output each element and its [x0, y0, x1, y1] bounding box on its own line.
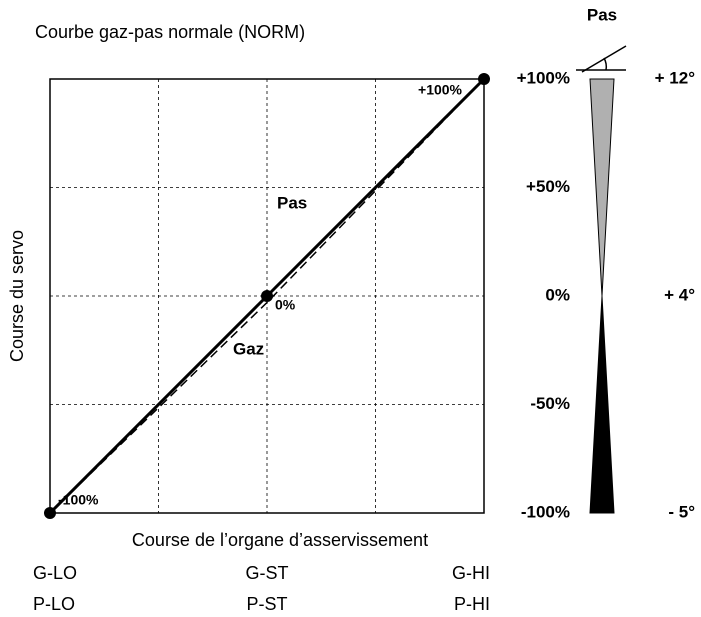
series-label: Gaz [233, 339, 264, 358]
pitch-wedge-down [589, 295, 615, 514]
chart-title: Courbe gaz-pas normale (NORM) [35, 22, 305, 42]
pitch-title: Pas [587, 5, 617, 24]
x-axis-label: Course de l’organe d’asservissement [132, 530, 428, 550]
y-tick-label: -100% [521, 502, 570, 521]
pitch-icon [576, 45, 627, 73]
data-label: -100% [58, 492, 99, 508]
series-label: Pas [277, 193, 307, 212]
y-tick-label: +50% [526, 177, 570, 196]
x-tick-label: P-ST [246, 594, 287, 614]
x-tick-label: G-HI [452, 563, 490, 583]
plot-frame [49, 78, 485, 514]
y-axis-label: Course du servo [7, 230, 27, 362]
x-tick-label: P-LO [33, 594, 75, 614]
x-tick-label: G-LO [33, 563, 77, 583]
x-tick-label: P-HI [454, 594, 490, 614]
point [261, 290, 273, 302]
x-tick-label: G-ST [246, 563, 289, 583]
pitch-tick-label: + 4° [664, 285, 695, 304]
y-tick-label: 0% [545, 285, 570, 304]
data-label: +100% [418, 82, 463, 98]
y-tick-label: -50% [530, 394, 570, 413]
y-tick-label: +100% [517, 68, 570, 87]
data-label: 0% [275, 297, 296, 313]
pitch-wedge-up [589, 78, 615, 297]
series-line [49, 78, 485, 514]
pitch-tick-label: + 12° [655, 68, 696, 87]
pitch-tick-label: - 5° [668, 502, 695, 521]
